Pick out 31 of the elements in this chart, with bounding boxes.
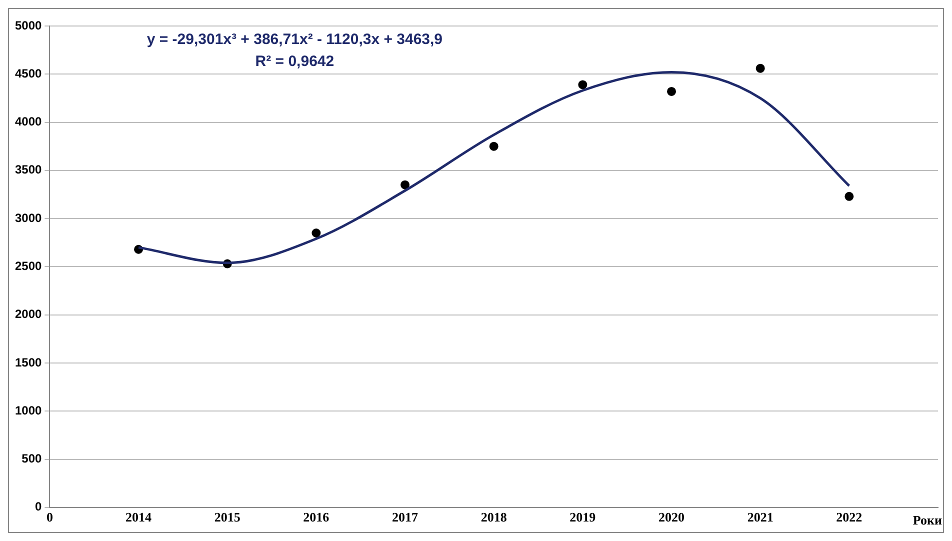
point bbox=[667, 86, 676, 96]
y-tick-label: 1500 bbox=[14, 355, 42, 370]
y-tick-label: 3500 bbox=[14, 162, 42, 177]
annotation: R² = 0,9642 bbox=[255, 53, 334, 70]
point bbox=[312, 228, 321, 238]
x-tick-label: 2022 bbox=[836, 510, 862, 525]
x-axis-title: Роки bbox=[912, 512, 942, 528]
x-tick-label: 0 bbox=[46, 510, 53, 525]
point bbox=[489, 142, 498, 151]
x-tick-label: 2020 bbox=[658, 510, 685, 525]
y-tick-label: 4500 bbox=[14, 66, 42, 80]
annotation: y = -29,301x³ + 386,71x² - 1120,3x + 3463,9 bbox=[146, 31, 443, 48]
y-tick-label: 2000 bbox=[14, 307, 42, 322]
point bbox=[578, 80, 588, 90]
x-tick-label: 2019 bbox=[570, 510, 596, 525]
x-tick-label: 2021 bbox=[747, 510, 774, 525]
y-tick-label: 3000 bbox=[14, 210, 42, 225]
x-tick-label: 2018 bbox=[480, 510, 508, 525]
point bbox=[844, 192, 854, 201]
y-tick-label: 500 bbox=[22, 452, 42, 466]
point bbox=[756, 64, 765, 73]
y-tick-label: 4000 bbox=[14, 114, 42, 129]
point bbox=[400, 180, 410, 190]
y-tick-label: 5000 bbox=[14, 18, 42, 32]
x-tick-label: 2016 bbox=[303, 510, 330, 525]
y-tick-label: 1000 bbox=[14, 403, 42, 418]
y-tick-label: 0 bbox=[35, 500, 42, 514]
x-tick-label: 2014 bbox=[126, 510, 152, 525]
y-tick-label: 2500 bbox=[14, 259, 42, 274]
x-tick-label: 2017 bbox=[392, 510, 419, 525]
x-tick-label: 2015 bbox=[214, 510, 241, 525]
